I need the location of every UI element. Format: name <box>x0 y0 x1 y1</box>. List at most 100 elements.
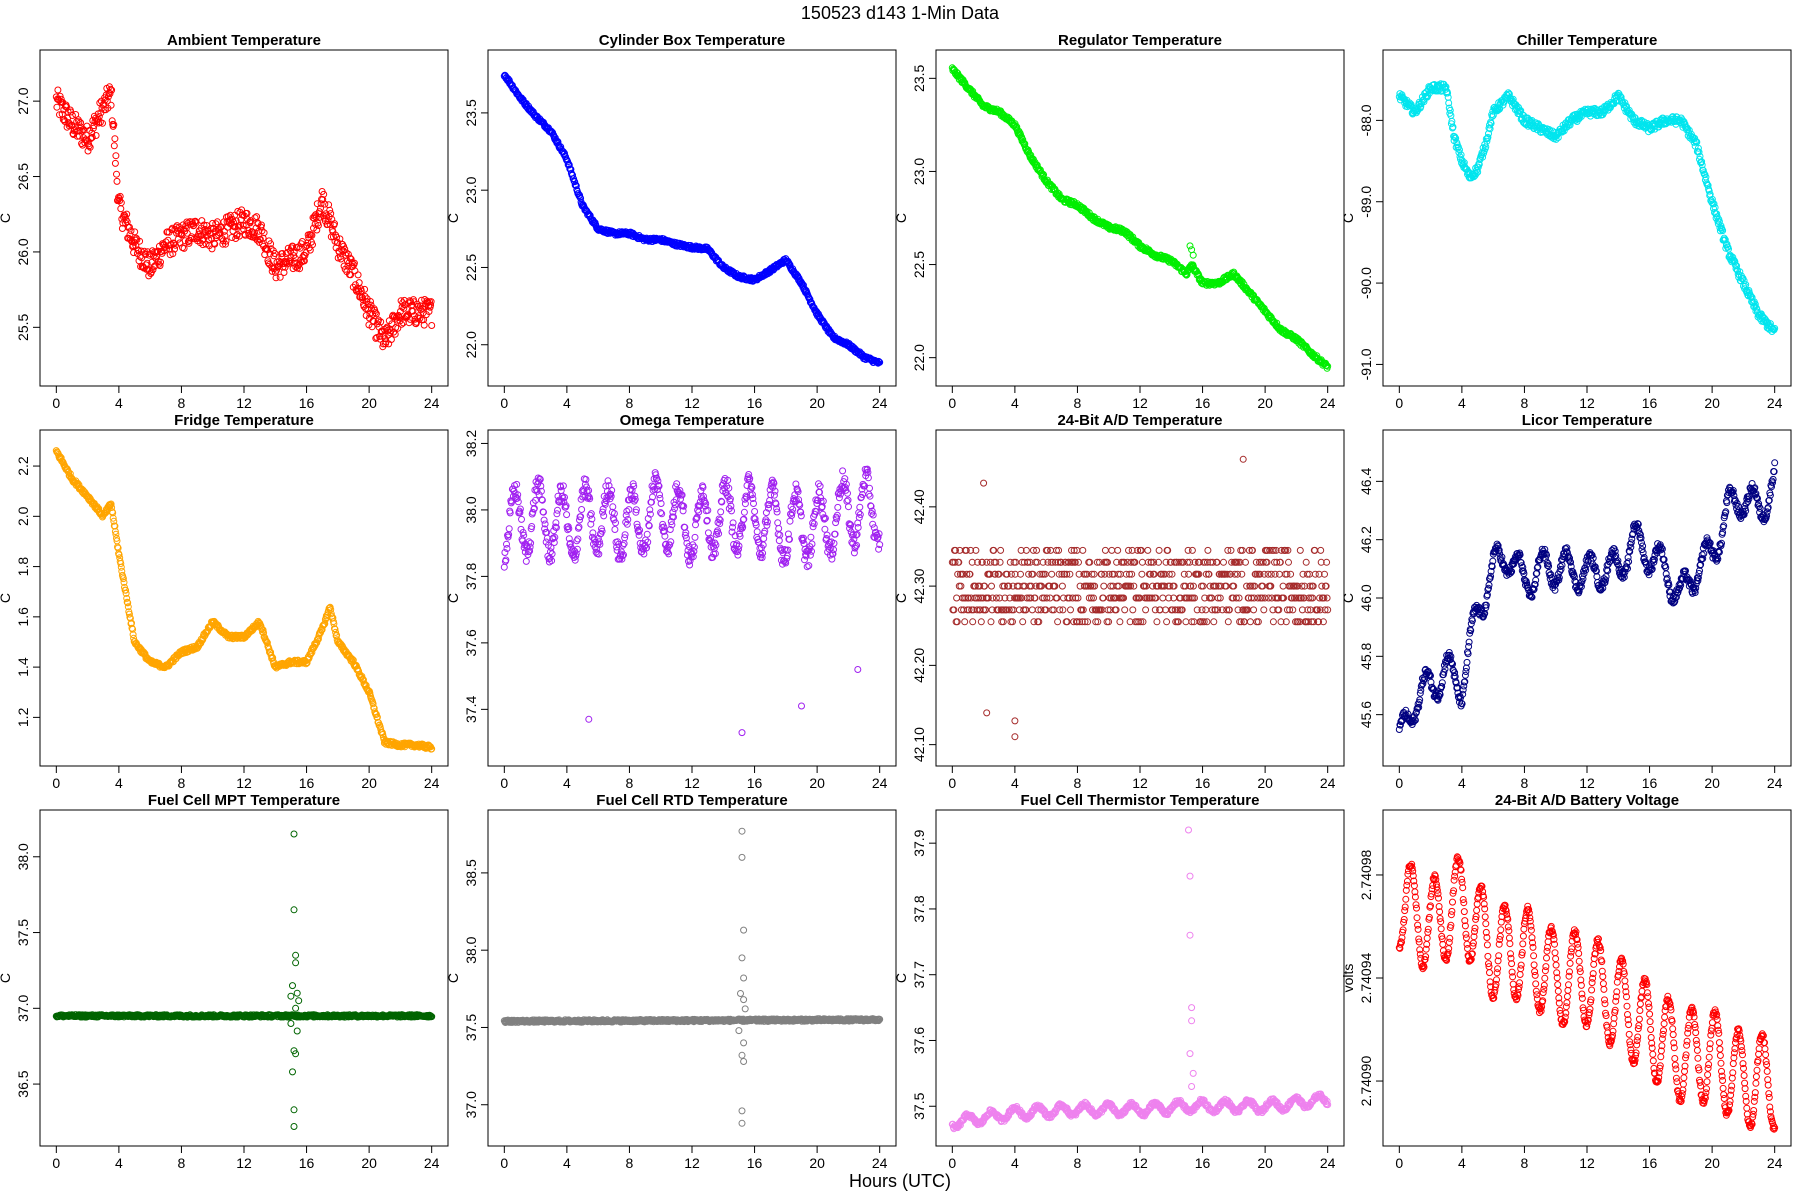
data-point <box>1121 606 1129 614</box>
data-point <box>1054 618 1062 626</box>
plot-frame <box>1382 49 1792 387</box>
x-tick-label: 8 <box>1521 395 1529 411</box>
x-tick-label: 8 <box>178 775 186 791</box>
data-point <box>320 190 328 198</box>
data-point <box>753 528 761 536</box>
x-tick-label: 16 <box>299 395 315 411</box>
data-point <box>106 90 114 98</box>
data-point <box>314 222 322 229</box>
data-point <box>1116 618 1124 626</box>
data-point <box>1238 570 1246 578</box>
data-point <box>84 147 92 155</box>
data-point <box>1100 582 1108 590</box>
data-point <box>729 519 737 527</box>
data-point <box>253 213 261 221</box>
x-tick-label: 8 <box>626 395 634 411</box>
data-point <box>405 319 413 327</box>
x-tick-label: 0 <box>52 395 60 411</box>
data-point <box>127 227 135 235</box>
data-point <box>786 517 794 525</box>
data-point <box>774 519 782 527</box>
data-point <box>377 318 385 326</box>
outlier-point <box>1186 242 1194 250</box>
y-tick-label: -89.0 <box>1358 186 1374 218</box>
y-axis-label: C <box>445 593 461 603</box>
data-point <box>997 546 1005 554</box>
data-point <box>1183 271 1191 278</box>
data-point <box>222 240 229 248</box>
data-point <box>309 241 316 249</box>
data-point <box>334 239 342 246</box>
data-point <box>1220 558 1227 566</box>
data-point <box>1182 618 1190 626</box>
data-point <box>1163 618 1171 626</box>
data-point <box>213 218 221 226</box>
x-tick-label: 0 <box>1395 395 1403 411</box>
data-point <box>319 196 327 204</box>
x-tick-label: 24 <box>424 775 440 791</box>
x-tick-label: 0 <box>52 775 60 791</box>
data-point <box>866 484 873 492</box>
data-point <box>117 205 125 213</box>
data-series <box>52 447 436 753</box>
data-point <box>307 231 315 239</box>
x-tick-label: 16 <box>299 775 315 791</box>
data-point <box>540 516 548 524</box>
data-point <box>111 159 119 167</box>
data-point <box>367 298 374 305</box>
x-tick-label: 12 <box>1132 775 1148 791</box>
data-point <box>146 266 154 274</box>
data-point <box>717 508 725 516</box>
data-point <box>370 318 378 326</box>
data-point <box>996 558 1004 566</box>
data-point <box>1129 606 1137 614</box>
data-point <box>741 500 749 508</box>
y-axis-label: C <box>1340 213 1356 223</box>
data-point <box>578 506 586 513</box>
data-point <box>1204 546 1212 554</box>
data-point <box>131 228 139 236</box>
y-tick-label: 22.0 <box>463 331 479 358</box>
x-tick-label: 24 <box>1767 395 1783 411</box>
data-point <box>272 274 280 282</box>
data-point <box>350 259 358 267</box>
data-point <box>280 269 288 276</box>
y-axis-label: C <box>445 213 461 223</box>
outlier-point <box>585 715 593 723</box>
data-point <box>565 161 573 169</box>
data-point <box>953 594 961 602</box>
data-point <box>229 215 236 223</box>
data-point <box>1250 606 1258 614</box>
data-series <box>948 455 1332 741</box>
data-point <box>239 221 247 229</box>
data-point <box>286 258 294 266</box>
data-point <box>233 230 241 238</box>
data-point <box>331 220 338 228</box>
data-point <box>839 467 847 475</box>
data-point <box>1159 594 1167 602</box>
data-point <box>209 219 217 227</box>
data-point <box>171 245 178 253</box>
data-point <box>162 245 170 253</box>
data-point <box>691 533 699 541</box>
x-tick-label: 0 <box>948 775 956 791</box>
y-tick-label: 42.20 <box>911 648 927 683</box>
data-point <box>522 557 530 565</box>
data-point <box>1114 546 1122 554</box>
data-point <box>157 258 164 266</box>
data-point <box>123 210 131 218</box>
data-point <box>1058 582 1066 590</box>
y-tick-label: 23.0 <box>911 158 927 185</box>
data-point <box>571 178 579 186</box>
data-point <box>420 321 428 329</box>
x-tick-label: 12 <box>236 775 252 791</box>
data-point <box>425 308 433 315</box>
data-point <box>427 301 435 309</box>
data-point <box>406 315 414 323</box>
data-point <box>56 111 63 119</box>
data-point <box>169 250 177 258</box>
